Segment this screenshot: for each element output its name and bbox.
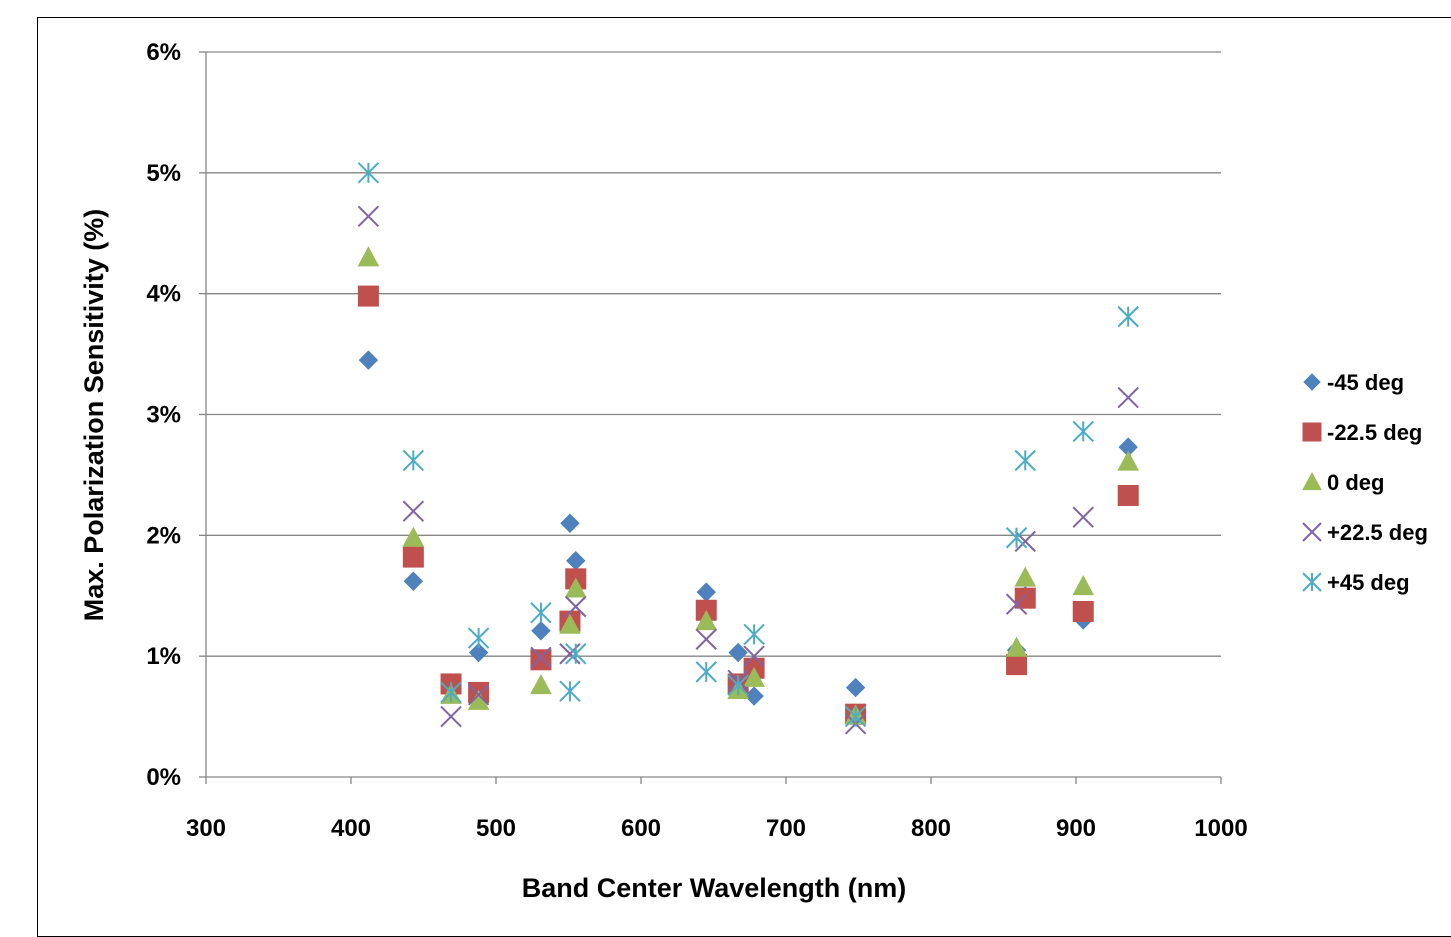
data-point bbox=[1014, 530, 1036, 553]
data-point bbox=[743, 623, 765, 646]
legend: -45 deg -22.5 deg 0 deg +22.5 deg +45 deg bbox=[1302, 370, 1428, 595]
x-tick-label: 800 bbox=[911, 815, 951, 842]
data-point bbox=[1014, 566, 1037, 587]
legend-label: -22.5 deg bbox=[1327, 420, 1422, 445]
data-point bbox=[1005, 593, 1028, 615]
y-axis-title: Max. Polarization Sensitivity (%) bbox=[79, 209, 109, 622]
data-point bbox=[565, 643, 587, 665]
data-point bbox=[403, 571, 424, 591]
data-point bbox=[530, 674, 552, 695]
x-axis-title: Band Center Wavelength (nm) bbox=[522, 873, 907, 903]
data-point bbox=[728, 642, 748, 663]
data-point bbox=[566, 551, 586, 571]
legend-marker bbox=[1303, 373, 1321, 391]
chart-frame bbox=[37, 17, 1451, 937]
data-point bbox=[1117, 386, 1139, 409]
y-tick-labels: 0% 1% 2% 3% 4% 5% 6% bbox=[146, 39, 181, 791]
x-tick-labels: 300 400 500 600 700 800 900 1000 bbox=[186, 815, 1248, 842]
data-point bbox=[560, 513, 580, 533]
data-point bbox=[357, 285, 379, 307]
legend-marker bbox=[1302, 572, 1322, 592]
gridlines bbox=[206, 51, 1221, 657]
x-tick-label: 400 bbox=[331, 815, 371, 842]
x-tick-label: 300 bbox=[186, 815, 226, 842]
data-point bbox=[727, 674, 749, 696]
data-point bbox=[1005, 636, 1028, 657]
data-point bbox=[1005, 527, 1028, 549]
data-point bbox=[743, 645, 765, 667]
data-point bbox=[1072, 506, 1094, 528]
data-point bbox=[531, 621, 551, 641]
data-point bbox=[1117, 450, 1140, 471]
data-point bbox=[1006, 654, 1028, 676]
data-point bbox=[559, 613, 581, 634]
legend-marker bbox=[1302, 471, 1322, 491]
x-tick-label: 600 bbox=[621, 815, 661, 842]
data-point bbox=[468, 642, 489, 663]
data-point bbox=[357, 246, 380, 267]
axes bbox=[199, 51, 1222, 784]
data-point bbox=[1014, 449, 1036, 472]
y-tick-label: 2% bbox=[146, 522, 181, 549]
data-point bbox=[440, 681, 462, 704]
data-point bbox=[467, 684, 490, 706]
legend-label: -45 deg bbox=[1327, 370, 1404, 395]
data-point bbox=[695, 661, 717, 683]
data-point bbox=[696, 582, 716, 602]
data-point bbox=[1117, 305, 1139, 328]
data-point bbox=[1014, 587, 1036, 609]
x-tick-label: 1000 bbox=[1194, 815, 1247, 842]
y-tick-label: 1% bbox=[146, 643, 181, 670]
data-point bbox=[695, 628, 717, 650]
legend-label: 0 deg bbox=[1327, 470, 1384, 495]
data-point bbox=[1072, 420, 1094, 443]
data-point bbox=[402, 546, 424, 568]
data-point bbox=[530, 649, 552, 671]
data-point bbox=[844, 705, 867, 728]
data-point bbox=[559, 680, 581, 702]
y-tick-label: 4% bbox=[146, 281, 181, 308]
legend-marker bbox=[1302, 422, 1322, 442]
y-tick-label: 6% bbox=[146, 39, 181, 66]
data-point bbox=[402, 449, 425, 472]
data-point bbox=[440, 705, 462, 728]
legend-marker bbox=[1302, 522, 1322, 542]
data-point bbox=[357, 205, 380, 228]
y-tick-label: 5% bbox=[146, 160, 181, 187]
data-point bbox=[695, 610, 718, 631]
x-tick-label: 700 bbox=[766, 815, 806, 842]
legend-label: +45 deg bbox=[1327, 570, 1410, 595]
data-point bbox=[565, 595, 587, 618]
data-points bbox=[357, 162, 1140, 735]
legend-label: +22.5 deg bbox=[1327, 520, 1428, 545]
data-point bbox=[1072, 600, 1094, 622]
data-point bbox=[467, 627, 490, 649]
data-point bbox=[358, 350, 379, 370]
data-point bbox=[1072, 575, 1095, 596]
data-point bbox=[530, 646, 552, 669]
data-point bbox=[402, 500, 425, 522]
x-tick-label: 900 bbox=[1056, 815, 1096, 842]
data-point bbox=[402, 526, 425, 547]
data-point bbox=[564, 577, 587, 598]
x-tick-label: 500 bbox=[476, 815, 516, 842]
data-point bbox=[530, 601, 552, 624]
data-point bbox=[1117, 484, 1139, 506]
data-point bbox=[743, 666, 765, 687]
data-point bbox=[845, 677, 866, 698]
data-point bbox=[357, 162, 380, 184]
y-tick-label: 0% bbox=[146, 764, 181, 791]
y-tick-label: 3% bbox=[146, 402, 181, 429]
